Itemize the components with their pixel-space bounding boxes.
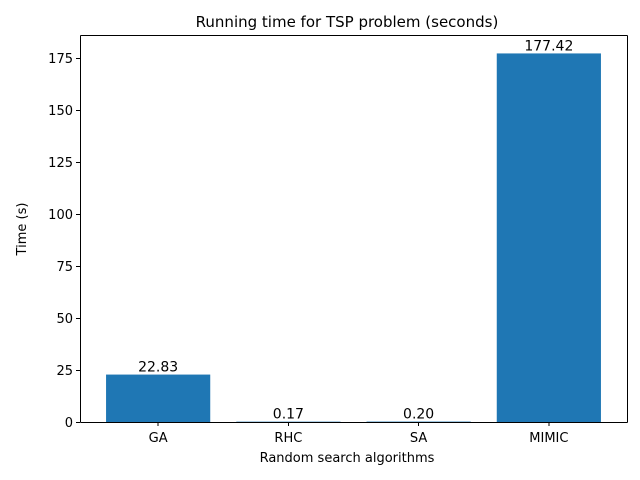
bars-layer [106,53,601,423]
y-tick-label: 100 [48,208,73,223]
chart-title: Running time for TSP problem (seconds) [196,13,499,31]
y-tick-label: 150 [48,104,73,119]
x-axis-title: Random search algorithms [260,451,435,466]
bar-sa [366,421,471,423]
y-axis-ticks: 0 25 50 75 100 125 150 175 [48,52,80,431]
bar-mimic [496,53,601,423]
x-tick-label: MIMIC [529,431,568,446]
data-label-ga: 22.83 [138,360,178,376]
x-tick-label: RHC [274,431,302,446]
y-tick-label: 75 [56,260,73,275]
y-axis-title: Time (s) [15,203,30,257]
y-tick-label: 125 [48,156,73,171]
x-tick-label: SA [410,431,427,446]
y-tick-label: 25 [56,364,73,379]
bar-ga [106,374,211,422]
data-label-mimic: 177.42 [524,38,573,54]
y-tick-label: 50 [56,312,73,327]
x-axis-ticks: GA RHC SA MIMIC [149,422,568,446]
y-tick-label: 175 [48,52,73,67]
data-label-rhc: 0.17 [273,407,304,423]
x-tick-label: GA [149,431,168,446]
data-labels-layer: 22.83 0.17 0.20 177.42 [138,38,573,422]
data-label-sa: 0.20 [403,407,434,423]
y-tick-label: 0 [65,416,73,431]
